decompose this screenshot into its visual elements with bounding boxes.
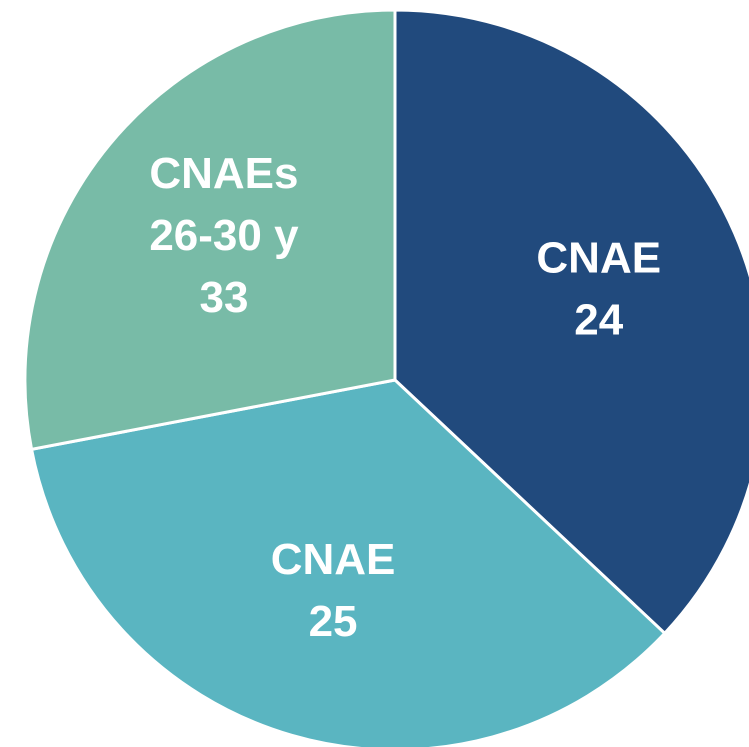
pie-slice [393,8,749,636]
slice-label: 25 [309,597,358,646]
slice-label: 24 [574,295,623,344]
slice-label: 26-30 y [149,211,299,260]
pie-slice [29,378,667,747]
slice-label: 33 [199,273,248,322]
slice-label: CNAE [536,233,661,282]
slice-label: CNAEs [149,149,298,198]
pie-slice [23,8,397,452]
slice-label: CNAE [271,535,396,584]
